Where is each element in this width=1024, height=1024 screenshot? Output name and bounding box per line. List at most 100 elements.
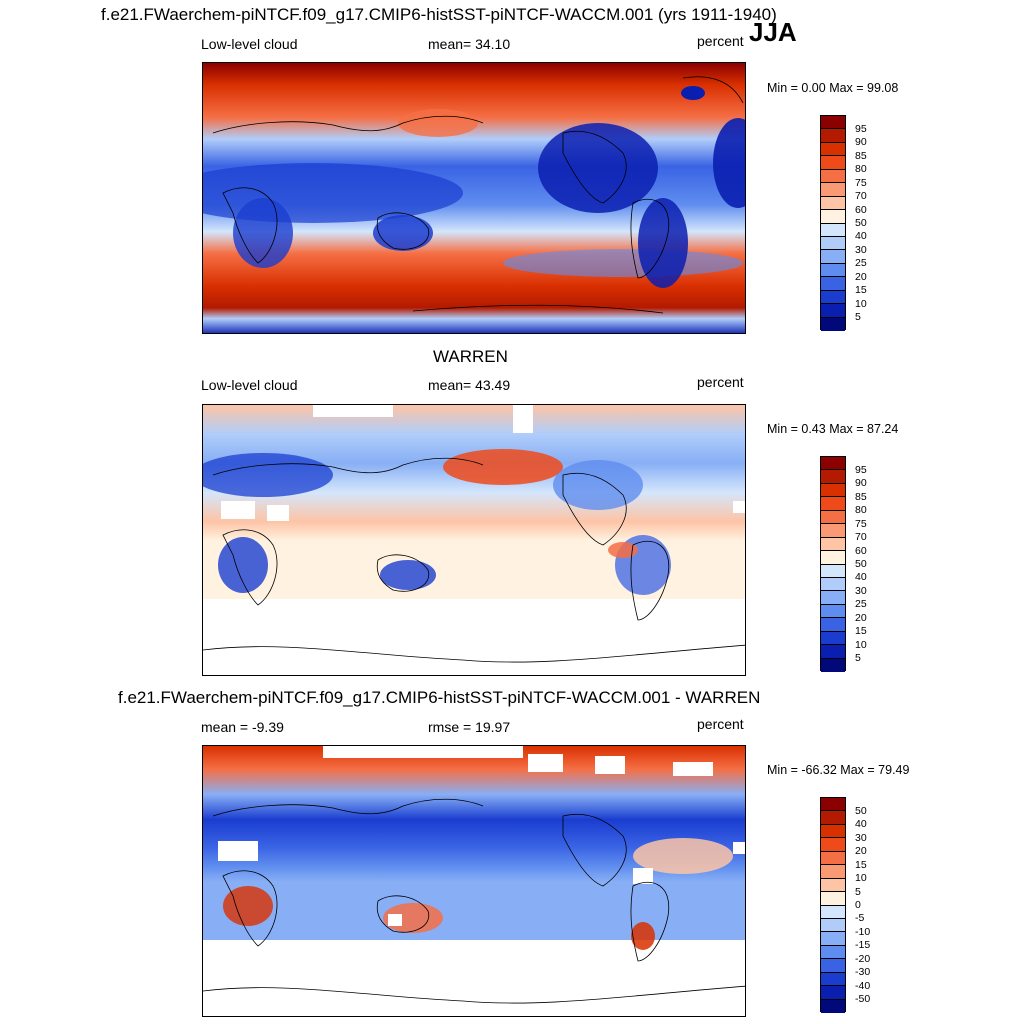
panel1-map [202,62,746,334]
colorbar-swatch [821,851,845,866]
colorbar-label: 90 [855,477,867,489]
panel2-mean: mean= 43.49 [428,377,511,393]
colorbar-label: 10 [855,872,867,884]
colorbar-swatch [821,537,845,552]
colorbar-label: 5 [855,652,861,664]
colorbar-label: 50 [855,217,867,229]
colorbar-swatch [821,838,845,852]
colorbar-swatch [821,129,845,143]
panel1-colorbar [820,115,846,331]
colorbar-swatch [821,317,845,331]
colorbar-swatch [821,551,845,565]
colorbar-swatch [821,210,845,224]
colorbar-swatch [821,892,845,906]
colorbar-swatch [821,905,845,919]
colorbar-swatch [821,959,845,973]
colorbar-label: 40 [855,571,867,583]
colorbar-swatch [821,591,845,605]
panel2-minmax: Min = 0.43 Max = 87.24 [767,422,899,436]
colorbar-swatch [821,196,845,211]
panel2-title: WARREN [433,347,508,366]
colorbar-label: 20 [855,845,867,857]
colorbar-label: 5 [855,886,861,898]
colorbar-label: 0 [855,899,861,911]
panel3-colorbar [820,797,846,1013]
colorbar-swatch [821,142,845,157]
panel3-title: f.e21.FWaerchem-piNTCF.f09_g17.CMIP6-his… [118,688,761,707]
colorbar-label: -10 [855,926,871,938]
colorbar-swatch [821,524,845,538]
panel3-rmse: rmse = 19.97 [428,719,511,735]
colorbar-label: 25 [855,598,867,610]
colorbar-swatch [821,986,845,1000]
panel3-mean: mean = -9.39 [201,719,284,735]
colorbar-swatch [821,945,845,960]
colorbar-swatch [821,658,845,672]
panel1-mean: mean= 34.10 [428,36,511,52]
colorbar-swatch [821,999,845,1013]
colorbar-label: 15 [855,859,867,871]
colorbar-label: 40 [855,818,867,830]
colorbar-swatch [821,972,845,987]
colorbar-label: -30 [855,966,871,978]
colorbar-swatch [821,618,845,632]
colorbar-swatch [821,645,845,659]
colorbar-label: 85 [855,491,867,503]
colorbar-swatch [821,824,845,839]
colorbar-swatch [821,263,845,278]
panel3-map [202,745,746,1017]
panel2-left-label: Low-level cloud [201,377,298,393]
panel3-minmax: Min = -66.32 Max = 79.49 [767,763,910,777]
colorbar-label: 70 [855,190,867,202]
colorbar-swatch [821,510,845,525]
colorbar-label: -5 [855,912,865,924]
colorbar-swatch [821,250,845,264]
colorbar-label: 25 [855,257,867,269]
colorbar-label: 20 [855,612,867,624]
colorbar-swatch [821,811,845,825]
colorbar-label: 10 [855,298,867,310]
colorbar-swatch [821,865,845,879]
colorbar-label: 95 [855,123,867,135]
colorbar-label: 60 [855,204,867,216]
colorbar-label: 80 [855,504,867,516]
colorbar-label: -15 [855,939,871,951]
main-title: f.e21.FWaerchem-piNTCF.f09_g17.CMIP6-his… [101,5,777,24]
colorbar-swatch [821,470,845,484]
colorbar-label: 30 [855,585,867,597]
panel1-left-label: Low-level cloud [201,36,298,52]
colorbar-label: 50 [855,558,867,570]
colorbar-label: -50 [855,993,871,1005]
colorbar-swatch [821,183,845,197]
colorbar-label: 70 [855,531,867,543]
colorbar-swatch [821,577,845,592]
colorbar-label: 20 [855,271,867,283]
colorbar-label: -20 [855,953,871,965]
colorbar-swatch [821,223,845,237]
colorbar-label: 75 [855,518,867,530]
panel2-units: percent [697,374,744,390]
colorbar-label: 10 [855,639,867,651]
colorbar-swatch [821,631,845,646]
panel1-minmax: Min = 0.00 Max = 99.08 [767,81,899,95]
colorbar-swatch [821,604,845,619]
colorbar-swatch [821,497,845,511]
colorbar-swatch [821,290,845,305]
colorbar-label: 95 [855,464,867,476]
colorbar-swatch [821,878,845,893]
colorbar-swatch [821,169,845,184]
colorbar-swatch [821,483,845,498]
colorbar-swatch [821,156,845,170]
season-label: JJA [749,17,797,47]
colorbar-swatch [821,564,845,578]
colorbar-label: 75 [855,177,867,189]
panel3-units: percent [697,716,744,732]
colorbar-label: 5 [855,311,861,323]
colorbar-label: 30 [855,244,867,256]
colorbar-label: 90 [855,136,867,148]
colorbar-swatch [821,932,845,946]
colorbar-swatch [821,236,845,251]
colorbar-swatch [821,457,845,471]
colorbar-label: 60 [855,545,867,557]
colorbar-label: 40 [855,230,867,242]
